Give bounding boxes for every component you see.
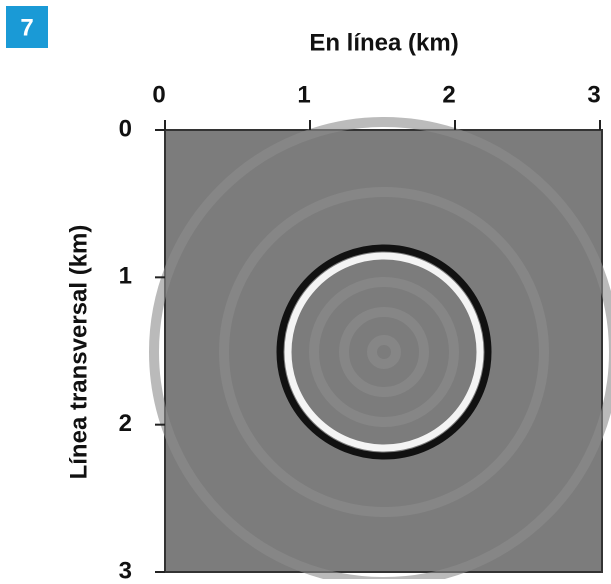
panel-label: 7	[20, 14, 33, 41]
x-axis-title: En línea (km)	[309, 29, 458, 56]
y-tick-label: 2	[119, 410, 132, 437]
y-tick-label: 1	[119, 263, 132, 290]
y-axis-title: Línea transversal (km)	[65, 225, 92, 480]
x-tick-label: 0	[152, 81, 165, 108]
y-tick-label: 0	[119, 115, 132, 142]
x-tick-label: 1	[297, 81, 310, 108]
figure: 7 En línea (km) Línea transversal (km) 0…	[0, 0, 611, 579]
y-tick-label: 3	[119, 557, 132, 579]
seismic-image	[154, 122, 611, 579]
x-tick-label: 3	[587, 81, 600, 108]
x-tick-label: 2	[442, 81, 455, 108]
